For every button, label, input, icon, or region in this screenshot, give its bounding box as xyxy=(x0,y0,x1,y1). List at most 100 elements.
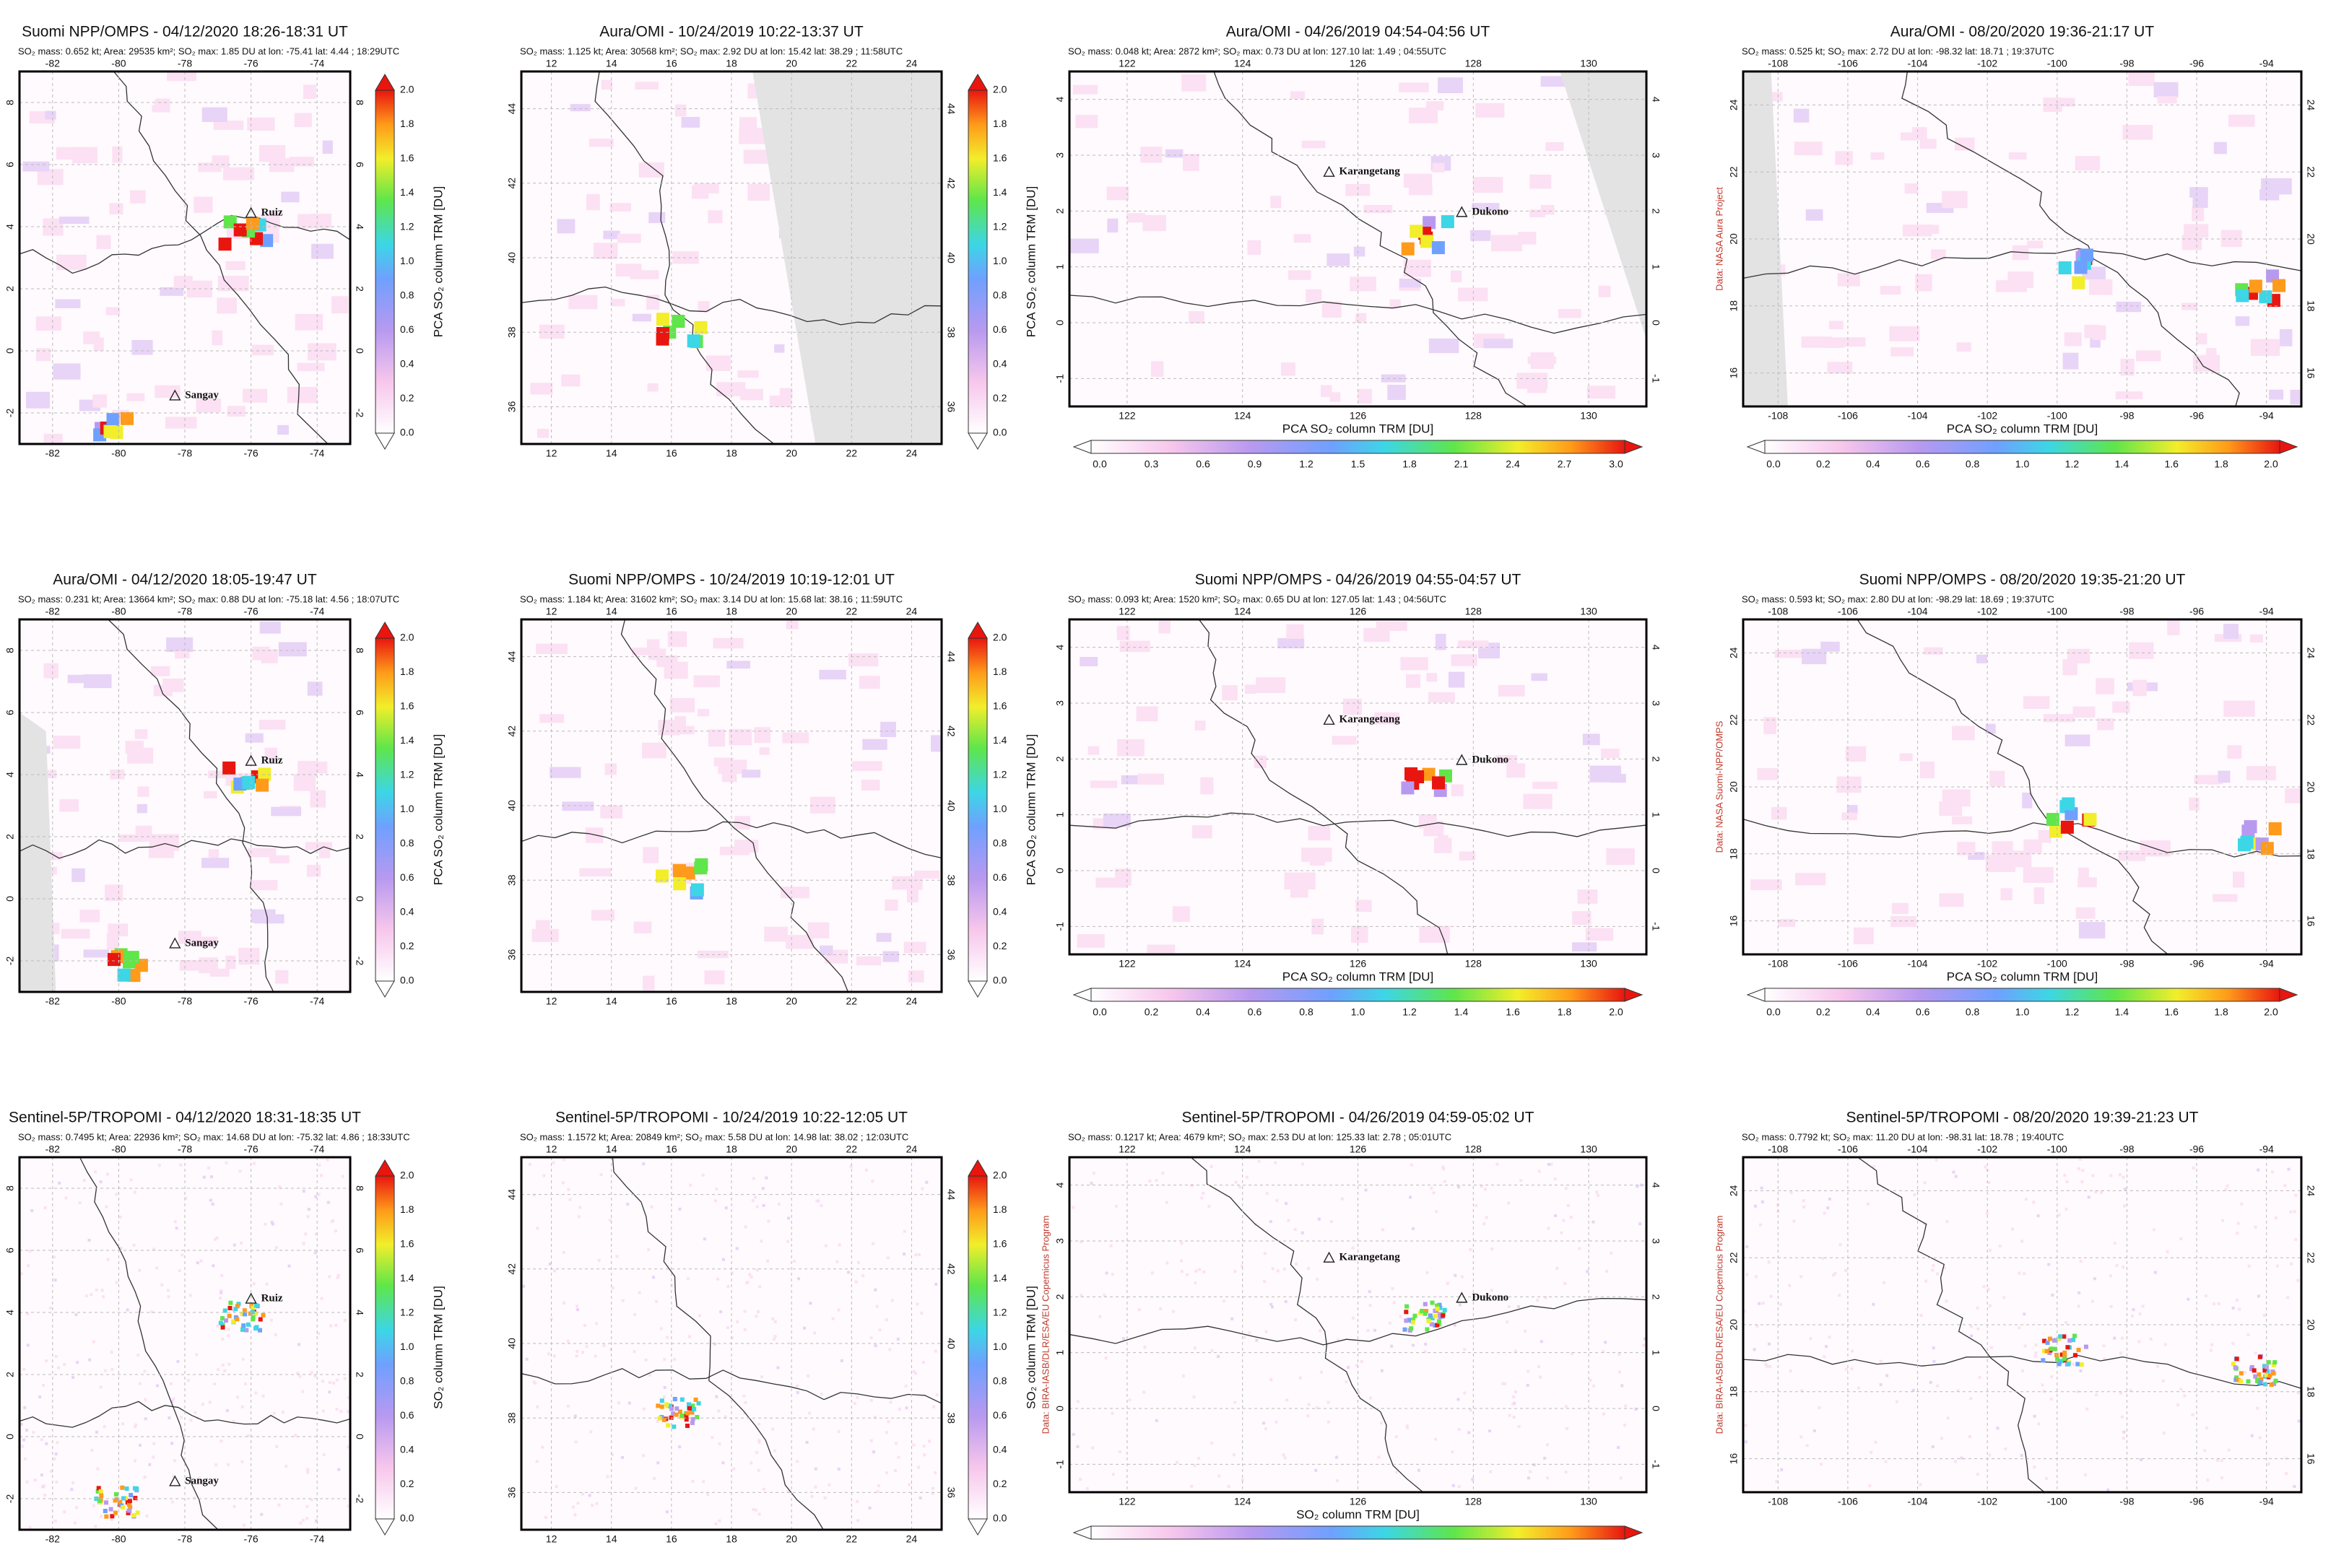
so2-pixel xyxy=(1940,1437,1943,1440)
so2-plume-pixel xyxy=(1441,1313,1446,1318)
so2-pixel xyxy=(1355,900,1372,913)
so2-pixel xyxy=(757,1440,761,1444)
so2-pixel xyxy=(562,801,594,811)
so2-pixel xyxy=(35,348,51,362)
lon-tick-label: -98 xyxy=(2119,1496,2134,1507)
so2-plume-pixel xyxy=(673,877,687,891)
lon-tick-label: -78 xyxy=(178,448,192,459)
so2-pixel xyxy=(71,1376,75,1380)
so2-plume-pixel xyxy=(95,1489,100,1494)
so2-pixel xyxy=(1982,1285,1986,1289)
so2-pixel xyxy=(713,637,744,649)
so2-pixel xyxy=(1183,154,1199,171)
so2-pixel xyxy=(1467,1431,1471,1434)
so2-pixel xyxy=(1582,733,1600,746)
so2-pixel xyxy=(2078,867,2089,878)
so2-plume-pixel xyxy=(2059,1359,2064,1364)
colorbar-tick-label: 1.8 xyxy=(993,666,1007,677)
so2-pixel xyxy=(317,1193,321,1196)
so2-pixel xyxy=(328,1275,331,1279)
so2-pixel xyxy=(698,1314,701,1317)
so2-pixel xyxy=(1753,1348,1756,1351)
lat-tick-label: 40 xyxy=(506,1338,518,1349)
so2-pixel xyxy=(823,1496,827,1499)
coastline xyxy=(1213,71,1527,407)
so2-pixel xyxy=(1142,214,1166,232)
colorbar-tick-label: 1.0 xyxy=(993,803,1007,814)
so2-pixel xyxy=(925,1180,929,1184)
so2-pixel xyxy=(2078,922,2106,938)
so2-pixel xyxy=(1545,142,1564,151)
so2-pixel xyxy=(259,720,286,730)
so2-pixel xyxy=(642,1454,646,1458)
so2-pixel xyxy=(1180,1259,1184,1263)
so2-pixel xyxy=(302,1242,305,1245)
so2-pixel xyxy=(1200,777,1214,795)
so2-plume-pixel xyxy=(2041,1358,2046,1363)
so2-pixel xyxy=(1889,326,1920,341)
lon-tick-label: -106 xyxy=(1838,606,1858,617)
so2-pixel xyxy=(2228,114,2255,127)
so2-pixel xyxy=(553,1269,557,1273)
so2-pixel xyxy=(1269,1220,1272,1224)
map-panel: Sentinel-5P/TROPOMI - 04/12/2020 18:31-1… xyxy=(4,1110,446,1545)
so2-pixel xyxy=(2192,1166,2195,1170)
so2-plume-pixel xyxy=(253,1311,259,1316)
colorbar-tick-label: 0.2 xyxy=(993,1478,1007,1489)
so2-pixel xyxy=(2119,1391,2123,1395)
so2-pixel xyxy=(90,1448,94,1452)
so2-pixel xyxy=(178,1269,181,1273)
so2-pixel xyxy=(1931,1445,1935,1448)
volcano-marker xyxy=(169,937,181,949)
so2-pixel xyxy=(786,1490,790,1494)
so2-plume-pixel xyxy=(124,1486,129,1491)
so2-pixel xyxy=(579,868,612,877)
so2-pixel xyxy=(1155,1178,1158,1182)
so2-pixel xyxy=(1437,835,1449,843)
so2-pixel xyxy=(566,1339,570,1343)
lon-tick-label: 16 xyxy=(666,606,677,617)
so2-pixel xyxy=(1778,918,1796,927)
so2-pixel xyxy=(106,933,119,950)
lon-tick-label: -74 xyxy=(310,606,324,617)
so2-pixel xyxy=(274,1246,278,1250)
so2-pixel xyxy=(1332,736,1357,745)
so2-pixel xyxy=(1936,1272,1940,1276)
so2-pixel xyxy=(1526,1383,1529,1387)
lon-tick-label: -74 xyxy=(310,1144,324,1155)
lon-tick-label: 12 xyxy=(546,606,557,617)
so2-pixel xyxy=(170,1442,174,1445)
so2-pixel xyxy=(1942,191,1968,209)
so2-pixel xyxy=(294,1434,298,1437)
so2-pixel xyxy=(1845,746,1867,762)
colorbar-end xyxy=(2279,440,2298,454)
so2-pixel xyxy=(194,196,213,213)
so2-pixel xyxy=(1095,877,1127,888)
so2-pixel xyxy=(620,1455,624,1459)
so2-pixel xyxy=(1472,177,1503,193)
so2-pixel xyxy=(2206,348,2217,365)
so2-pixel xyxy=(628,1401,631,1405)
so2-pixel xyxy=(279,1202,283,1206)
so2-pixel xyxy=(315,1519,318,1523)
so2-pixel xyxy=(1091,1446,1095,1450)
so2-pixel xyxy=(1454,1273,1457,1277)
so2-pixel xyxy=(1309,856,1325,866)
so2-pixel xyxy=(890,1299,894,1302)
so2-plume-pixel xyxy=(99,1493,104,1498)
so2-pixel xyxy=(2240,1202,2244,1206)
colorbar-tick-label: 0.0 xyxy=(993,975,1007,986)
so2-pixel xyxy=(1998,1245,2002,1248)
colorbar-tick-label: 0.2 xyxy=(400,940,414,951)
so2-pixel xyxy=(175,650,190,659)
so2-pixel xyxy=(1327,1420,1331,1424)
colorbar-tick-label: 2.0 xyxy=(1609,1006,1623,1018)
lon-tick-label: -96 xyxy=(2189,58,2204,69)
so2-plume-pixel xyxy=(2062,797,2075,811)
panel-title: Suomi NPP/OMPS - 08/20/2020 19:35-21:20 … xyxy=(1859,572,2186,588)
volcano-label: Karangetang xyxy=(1339,166,1401,178)
so2-pixel xyxy=(2095,1393,2098,1397)
so2-pixel xyxy=(209,968,230,977)
so2-pixel xyxy=(1946,1416,1950,1420)
so2-plume-pixel xyxy=(118,1499,123,1504)
